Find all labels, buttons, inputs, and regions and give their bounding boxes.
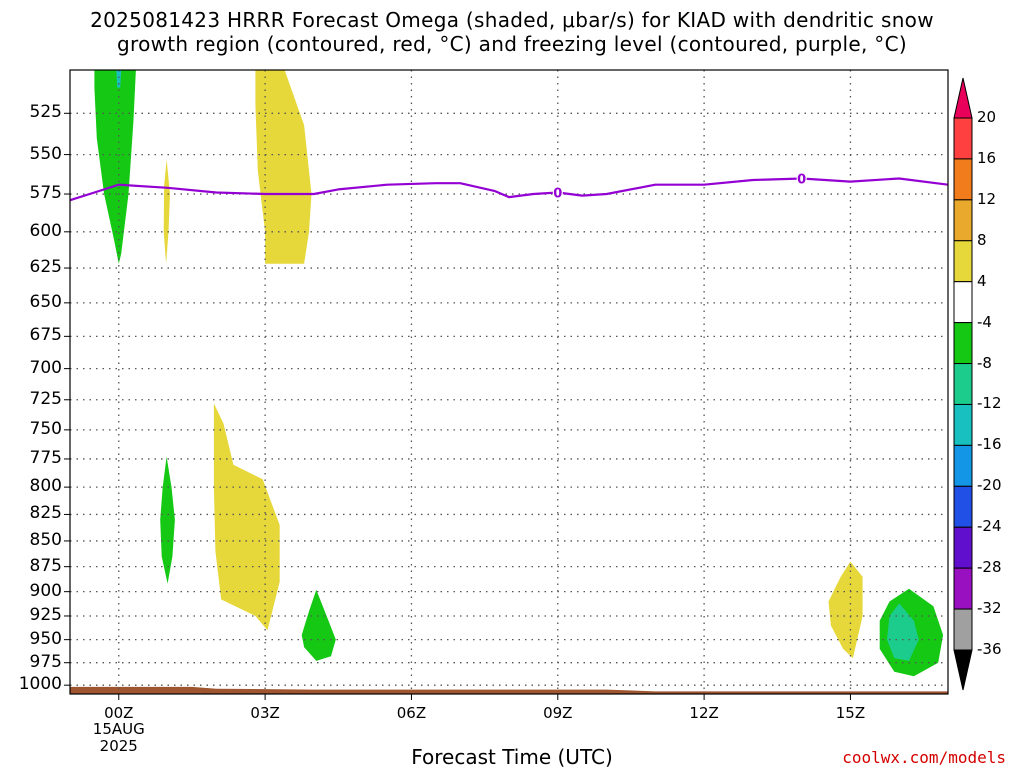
freezing-level-label-1: 0 bbox=[797, 172, 806, 187]
colorbar-label: 16 bbox=[977, 148, 997, 167]
omega-region-6 bbox=[301, 589, 336, 661]
x-tick-label: 09Z bbox=[543, 704, 573, 722]
colorbar-segment-6 bbox=[953, 363, 973, 405]
colorbar-segment-5 bbox=[953, 322, 973, 365]
colorbar-label: -24 bbox=[977, 517, 1002, 536]
colorbar-label: 12 bbox=[977, 189, 997, 208]
colorbar-segment-0 bbox=[953, 117, 973, 160]
y-tick-label: 525 bbox=[29, 102, 62, 123]
x-tick-label: 15Z bbox=[835, 704, 866, 722]
x-tick-label: 12Z bbox=[689, 704, 719, 722]
colorbar-segment-8 bbox=[953, 444, 973, 487]
x-year-label: 2025 bbox=[99, 737, 138, 755]
y-tick-label: 650 bbox=[29, 291, 62, 312]
y-tick-label: 900 bbox=[29, 580, 62, 601]
colorbar-label: -16 bbox=[977, 435, 1002, 454]
freezing-level-line bbox=[70, 177, 948, 202]
colorbar-label: 4 bbox=[977, 271, 987, 290]
x-date-label: 15AUG bbox=[92, 720, 145, 738]
colorbar-segment-2 bbox=[953, 199, 973, 242]
colorbar-segment-1 bbox=[953, 158, 973, 201]
y-tick-label: 875 bbox=[29, 555, 62, 576]
terrain-fill bbox=[70, 686, 948, 694]
y-tick-label: 550 bbox=[29, 143, 62, 164]
y-tick-label: 925 bbox=[29, 604, 62, 625]
y-tick-label: 775 bbox=[29, 447, 62, 468]
y-tick-label: 675 bbox=[29, 325, 62, 346]
omega-region-2 bbox=[163, 159, 170, 264]
colorbar-label: -32 bbox=[977, 599, 1002, 618]
colorbar-segment-4 bbox=[953, 281, 973, 324]
y-tick-label: 975 bbox=[29, 651, 62, 672]
colorbar-label: 8 bbox=[977, 230, 987, 249]
x-tick-label: 00Z bbox=[104, 704, 134, 722]
colorbar-label: -36 bbox=[977, 640, 1002, 658]
y-tick-label: 1000 bbox=[18, 674, 62, 695]
colorbar-top-triangle bbox=[953, 77, 973, 119]
colorbar-segment-3 bbox=[953, 240, 973, 283]
y-tick-label: 800 bbox=[29, 476, 62, 497]
chart-title-line-1: 2025081423 HRRR Forecast Omega (shaded, … bbox=[90, 8, 934, 32]
y-tick-label: 850 bbox=[29, 529, 62, 550]
y-tick-label: 750 bbox=[29, 418, 62, 439]
y-tick-label: 625 bbox=[29, 257, 62, 278]
y-tick-label: 600 bbox=[29, 220, 62, 241]
colorbar-segment-11 bbox=[953, 567, 973, 610]
colorbar-label: -8 bbox=[977, 353, 992, 372]
colorbar-segment-10 bbox=[953, 526, 973, 569]
y-tick-label: 725 bbox=[29, 388, 62, 409]
omega-region-4 bbox=[160, 456, 175, 584]
plot-area: 00 bbox=[70, 70, 948, 694]
omega-region-9 bbox=[887, 603, 919, 661]
colorbar-segment-7 bbox=[953, 403, 973, 446]
colorbar-label: 20 bbox=[977, 108, 997, 126]
y-tick-label: 825 bbox=[29, 503, 62, 524]
colorbar-label: -20 bbox=[977, 476, 1002, 495]
omega-region-1 bbox=[116, 70, 122, 88]
colorbar-segment-9 bbox=[953, 485, 973, 528]
credit-link[interactable]: coolwx.com/models bbox=[842, 748, 1006, 767]
colorbar-bottom-triangle bbox=[953, 649, 973, 691]
colorbar bbox=[953, 77, 973, 691]
y-tick-label: 575 bbox=[29, 183, 62, 204]
colorbar-label: -4 bbox=[977, 312, 992, 331]
omega-region-3 bbox=[255, 70, 312, 264]
colorbar-label: -12 bbox=[977, 394, 1002, 413]
colorbar-label: -28 bbox=[977, 558, 1002, 577]
chart-title-line-2: growth region (contoured, red, °C) and f… bbox=[117, 32, 907, 56]
omega-region-7 bbox=[828, 561, 863, 659]
y-tick-label: 700 bbox=[29, 357, 62, 378]
x-axis-label: Forecast Time (UTC) bbox=[411, 745, 613, 769]
plot-frame bbox=[69, 69, 949, 695]
y-tick-label: 950 bbox=[29, 628, 62, 649]
colorbar-segment-12 bbox=[953, 608, 973, 651]
freezing-level-label-0: 0 bbox=[553, 186, 562, 201]
x-tick-label: 03Z bbox=[250, 704, 280, 722]
omega-region-0 bbox=[94, 70, 136, 264]
omega-region-5 bbox=[213, 403, 280, 631]
x-tick-label: 06Z bbox=[396, 704, 427, 722]
